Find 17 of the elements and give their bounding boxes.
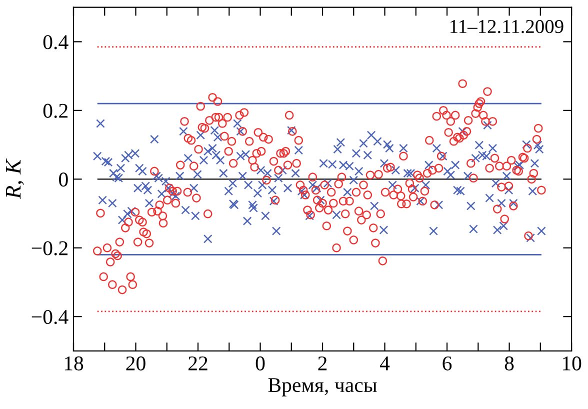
x-tick-label: 10 [562, 356, 582, 370]
x-tick-label: 4 [380, 356, 390, 370]
x-axis-title: Время, часы [268, 378, 377, 396]
x-tick-label: 20 [126, 356, 146, 370]
y-axis-title: R, K [6, 158, 24, 200]
x-tick-label: 22 [188, 356, 208, 370]
x-tick-label: 18 [64, 356, 84, 370]
x-tick-label: 2 [318, 356, 327, 370]
x-tick-label: 0 [256, 356, 265, 370]
y-tick-label: −0.4 [32, 310, 68, 324]
y-tick-label: 0 [59, 172, 68, 187]
annotation: 11–12.11.2009 [450, 20, 564, 34]
x-tick-label: 6 [442, 356, 452, 370]
x-tick-label: 8 [504, 356, 514, 370]
y-tick-label: −0.2 [32, 241, 68, 256]
y-tick-label: 0.2 [43, 104, 68, 118]
y-tick-label: 0.4 [43, 35, 68, 50]
